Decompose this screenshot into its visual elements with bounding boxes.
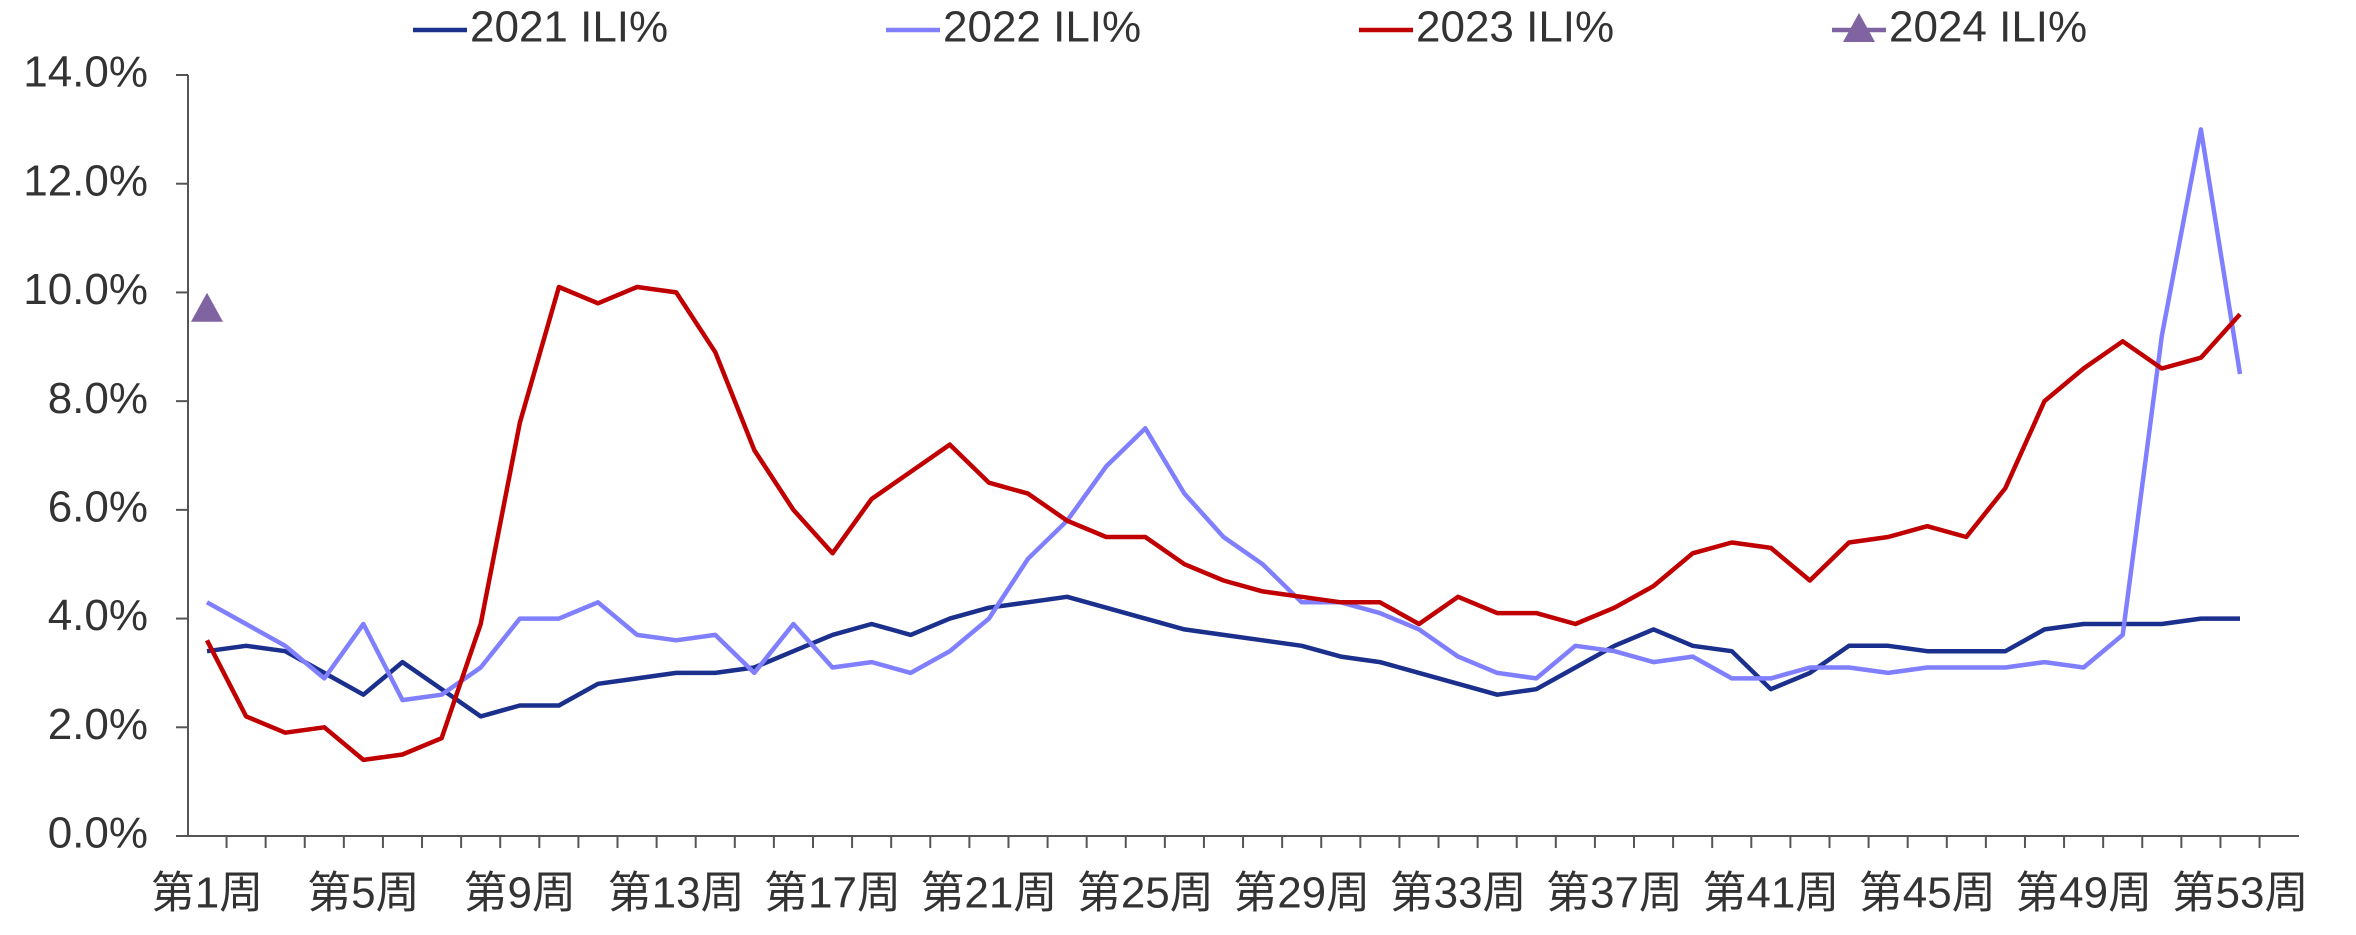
x-tick-label: 第21周 bbox=[920, 869, 1057, 918]
x-tick-label: 第5周 bbox=[307, 869, 419, 918]
line bbox=[204, 284, 2242, 763]
y-tick-label: 8.0% bbox=[48, 374, 148, 423]
y-tick-label: 2.0% bbox=[48, 700, 148, 749]
y-tick-label: 4.0% bbox=[48, 591, 148, 640]
x-tick-label: 第49周 bbox=[2015, 869, 2152, 918]
y-tick-label: 14.0% bbox=[23, 48, 148, 97]
x-tick-label: 第9周 bbox=[464, 869, 576, 918]
x-tick-label: 第41周 bbox=[1702, 869, 1839, 918]
x-tick-label: 第1周 bbox=[151, 869, 263, 918]
y-tick-label: 6.0% bbox=[48, 482, 148, 531]
x-tick-label: 第29周 bbox=[1233, 869, 1370, 918]
x-tick-label: 第37周 bbox=[1546, 869, 1683, 918]
legend-marker bbox=[1843, 13, 1875, 42]
y-tick-label: 10.0% bbox=[23, 265, 148, 314]
line bbox=[205, 127, 2243, 703]
legend-label: 2023 ILI% bbox=[1416, 3, 1614, 52]
x-tick-label: 第25周 bbox=[1077, 869, 1214, 918]
x-tick-label: 第45周 bbox=[1859, 869, 1996, 918]
legend-label: 2024 ILI% bbox=[1889, 3, 2087, 52]
x-tick-label: 第13周 bbox=[608, 869, 745, 918]
legend-label: 2022 ILI% bbox=[943, 3, 1141, 52]
marker bbox=[191, 292, 223, 322]
legend-label: 2021 ILI% bbox=[470, 3, 668, 52]
x-tick-label: 第33周 bbox=[1390, 869, 1527, 918]
x-tick-label: 第53周 bbox=[2172, 869, 2309, 918]
x-tick-label: 第17周 bbox=[764, 869, 901, 918]
line bbox=[206, 594, 2240, 719]
y-tick-label: 0.0% bbox=[48, 809, 148, 858]
y-tick-label: 12.0% bbox=[23, 156, 148, 205]
